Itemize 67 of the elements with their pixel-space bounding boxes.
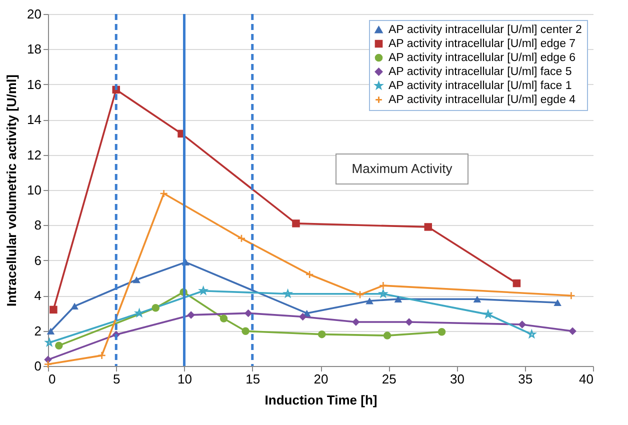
point: [70, 302, 78, 310]
point: [46, 328, 55, 335]
point: [44, 356, 52, 364]
y-tick-label: 8: [34, 218, 42, 233]
legend-label: AP activity intracellular [U/ml] egde 4: [388, 94, 576, 106]
x-tick-label: 20: [314, 372, 328, 386]
x-tick-label: 25: [382, 372, 396, 386]
x-tick-label: 40: [579, 372, 594, 386]
point: [473, 296, 482, 302]
annotation: Maximum Activity: [352, 161, 453, 176]
y-axis-title: Intracellular volumetric activity [U/ml]: [4, 74, 20, 306]
point: [484, 310, 492, 318]
point: [242, 327, 250, 336]
point: [305, 270, 314, 279]
point: [152, 304, 160, 312]
point: [405, 318, 413, 326]
y-tick-label: 16: [27, 76, 42, 92]
point: [132, 276, 140, 284]
y-tick-label: 4: [34, 288, 42, 304]
y-tick-label: 6: [34, 252, 42, 268]
y-tick-label: 10: [27, 182, 42, 198]
point: [512, 279, 521, 288]
x-tick-label: 15: [246, 372, 260, 386]
point: [237, 234, 246, 243]
legend-label: AP activity intracellular [U/ml] edge 6: [388, 52, 576, 64]
point: [50, 306, 58, 314]
y-tick-label: 14: [27, 112, 42, 128]
point: [244, 309, 252, 318]
x-tick-label: 5: [113, 372, 120, 386]
point: [518, 320, 526, 328]
point: [352, 318, 360, 326]
y-tick-label: 18: [27, 42, 42, 57]
legend-label: AP activity intracellular [U/ml] face 1: [388, 80, 572, 92]
y-tick-label: 20: [27, 6, 42, 22]
point: [160, 189, 168, 198]
point: [187, 311, 195, 319]
legend-label: AP activity intracellular [U/ml] face 5: [388, 66, 572, 78]
point: [379, 290, 388, 298]
point: [220, 314, 228, 322]
x-tick-label: 30: [450, 372, 464, 386]
point: [567, 291, 576, 300]
point: [292, 220, 300, 228]
point: [45, 338, 54, 346]
point: [383, 332, 392, 340]
point: [394, 296, 402, 302]
x-axis-title: Induction Time [h]: [264, 392, 378, 408]
point: [554, 299, 562, 306]
point: [98, 351, 106, 360]
x-tick-label: 35: [518, 372, 533, 386]
legend-label: AP activity intracellular [U/ml] edge 7: [388, 38, 576, 50]
y-tick-label: 12: [27, 147, 42, 162]
point: [318, 330, 326, 338]
y-tick-label: 2: [34, 323, 42, 338]
x-tick-label: 10: [178, 372, 192, 386]
point: [55, 342, 63, 350]
point: [424, 223, 432, 231]
point: [366, 298, 374, 304]
point: [199, 286, 208, 294]
point: [378, 281, 388, 290]
point: [284, 290, 292, 298]
point: [298, 312, 307, 321]
x-tick-label: 0: [48, 372, 56, 386]
legend-label: AP activity intracellular [U/ml] center 2: [388, 24, 582, 36]
point: [438, 328, 446, 336]
point: [568, 327, 576, 336]
point: [356, 290, 364, 299]
y-tick-label: 0: [34, 358, 42, 374]
